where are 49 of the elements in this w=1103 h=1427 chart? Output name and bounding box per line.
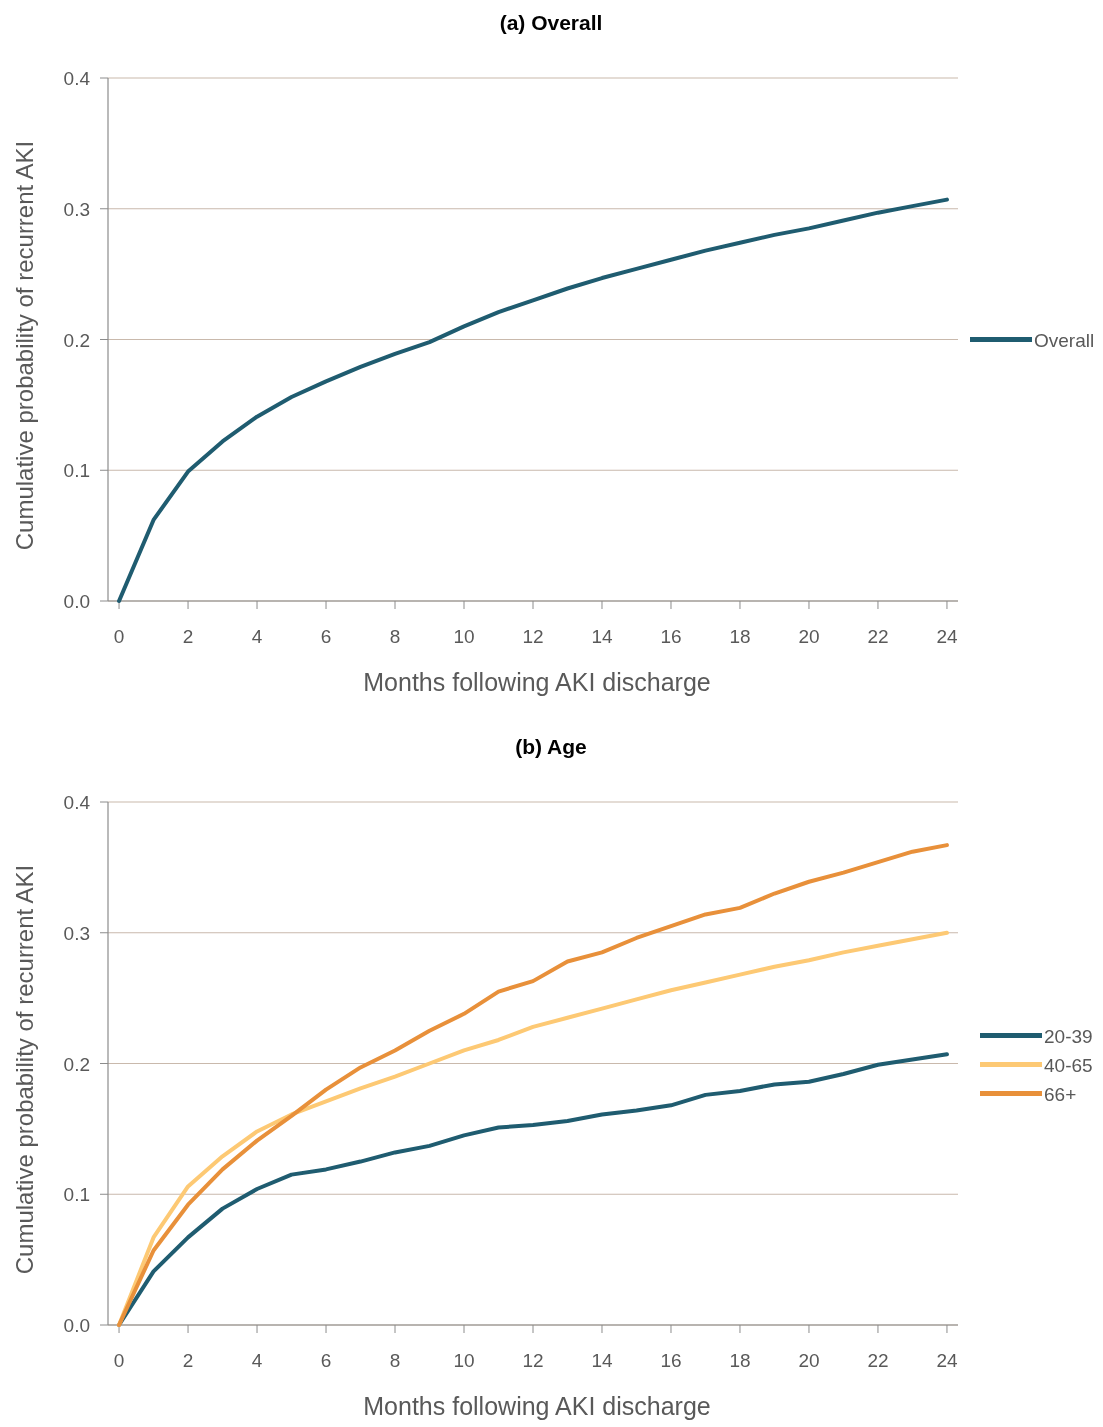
x-tick-label: 12 [522, 626, 544, 647]
y-tick-label: 0.1 [63, 460, 90, 482]
x-tick-label: 6 [320, 1350, 332, 1371]
line-series [117, 930, 949, 1327]
legend-label: 20-39 [1044, 1025, 1093, 1047]
y-tick-label: 0.3 [63, 922, 90, 944]
x-tick-label: 14 [591, 1350, 613, 1371]
chart-title: (a) Overall [499, 11, 603, 34]
x-tick-label: 22 [867, 626, 889, 647]
y-tick-label: 0.2 [63, 1053, 90, 1075]
x-tick-label: 12 [522, 1350, 544, 1371]
line-series [117, 197, 949, 603]
y-axis-title: Cumulative probability of recurrent AKI [11, 140, 38, 551]
x-tick-label: 4 [251, 1350, 263, 1371]
x-axis-title: Months following AKI discharge [363, 1392, 711, 1420]
x-tick-label: 16 [660, 626, 682, 647]
y-tick-label: 0.0 [63, 1315, 90, 1336]
y-tick-label: 0.1 [63, 1184, 90, 1206]
x-tick-label: 2 [182, 626, 194, 647]
x-tick-label: 20 [798, 626, 820, 647]
x-tick-label: 10 [453, 626, 475, 647]
x-tick-label: 8 [389, 626, 401, 647]
y-tick-label: 0.4 [63, 792, 91, 813]
x-tick-label: 14 [591, 626, 613, 647]
x-tick-label: 4 [251, 626, 263, 647]
x-tick-label: 10 [453, 1350, 475, 1371]
legend-label: 66+ [1044, 1083, 1077, 1105]
legend-label: 40-65 [1044, 1054, 1093, 1076]
x-tick-label: 20 [798, 1350, 820, 1371]
legend-label: Overall [1034, 329, 1095, 351]
line-series [117, 843, 949, 1327]
x-tick-label: 8 [389, 1350, 401, 1371]
x-tick-label: 16 [660, 1350, 682, 1371]
y-tick-label: 0.4 [63, 68, 91, 89]
y-tick-label: 0.3 [63, 198, 90, 220]
x-tick-label: 18 [729, 626, 751, 647]
x-tick-label: 2 [182, 1350, 194, 1371]
y-tick-label: 0.2 [63, 329, 90, 351]
x-tick-label: 18 [729, 1350, 751, 1371]
x-tick-label: 6 [320, 626, 332, 647]
y-tick-label: 0.0 [63, 591, 90, 612]
x-tick-label: 24 [936, 626, 958, 647]
x-tick-label: 0 [113, 626, 125, 647]
y-axis-title: Cumulative probability of recurrent AKI [11, 864, 38, 1275]
x-tick-label: 0 [113, 1350, 125, 1371]
x-tick-label: 22 [867, 1350, 889, 1371]
chart-title: (b) Age [515, 735, 587, 758]
x-tick-label: 24 [936, 1350, 958, 1371]
x-axis-title: Months following AKI discharge [363, 668, 711, 696]
